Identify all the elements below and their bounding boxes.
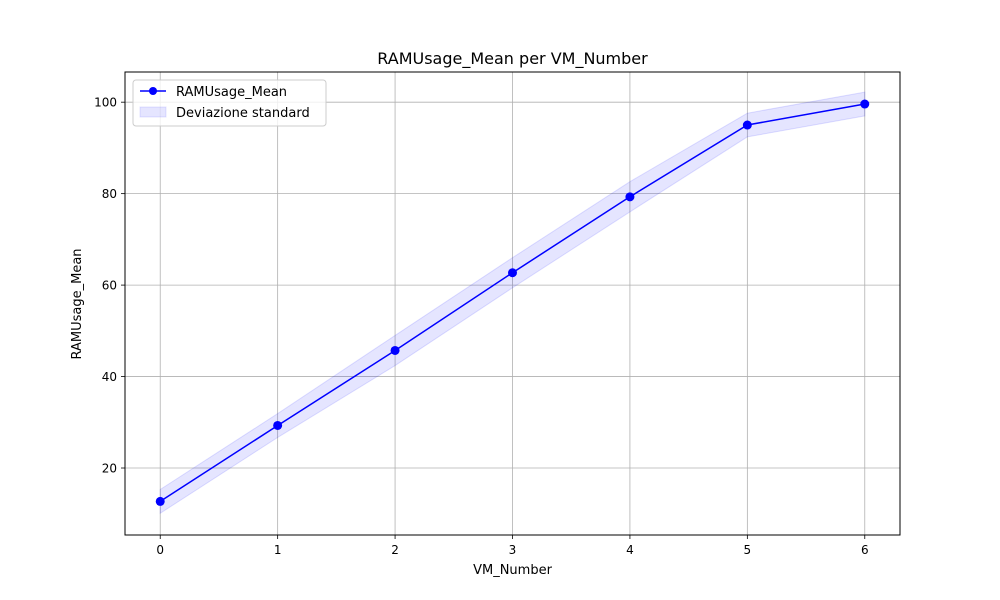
y-tick-label: 60: [102, 279, 117, 293]
std-band-area: [159, 91, 866, 515]
legend-label-band: Deviazione standard: [176, 106, 310, 121]
x-tick-label: 5: [744, 543, 752, 557]
x-tick-label: 6: [861, 543, 869, 557]
std-band: [159, 91, 866, 515]
x-tick-label: 3: [509, 543, 517, 557]
data-point: [508, 268, 517, 278]
x-tick-label: 2: [391, 543, 399, 557]
y-tick-label: 40: [102, 370, 117, 384]
x-tick-label: 4: [626, 543, 634, 557]
y-axis-label: RAMUsage_Mean: [70, 248, 85, 359]
data-point: [625, 192, 635, 202]
data-point: [155, 496, 165, 506]
y-tick-label: 100: [94, 96, 117, 110]
y-axis-ticks: 20 40 60 80 100: [94, 96, 125, 476]
series-points: [155, 99, 870, 506]
grid: [125, 72, 900, 535]
data-point: [273, 420, 283, 430]
legend-marker-swatch: [149, 87, 157, 95]
data-point: [390, 345, 400, 355]
chart-title: RAMUsage_Mean per VM_Number: [377, 49, 648, 69]
x-axis-ticks: 0 1 2 3 4 5 6: [156, 535, 869, 557]
legend: RAMUsage_Mean Deviazione standard: [132, 79, 327, 127]
y-tick-label: 80: [102, 187, 117, 201]
data-point: [742, 120, 752, 130]
legend-box: [132, 79, 327, 127]
legend-label-series: RAMUsage_Mean: [176, 85, 287, 100]
legend-band-swatch: [139, 106, 167, 118]
y-tick-label: 20: [102, 462, 117, 476]
x-axis-label: VM_Number: [473, 563, 552, 578]
data-point: [860, 99, 870, 109]
x-tick-label: 1: [274, 543, 282, 557]
x-tick-label: 0: [156, 543, 164, 557]
